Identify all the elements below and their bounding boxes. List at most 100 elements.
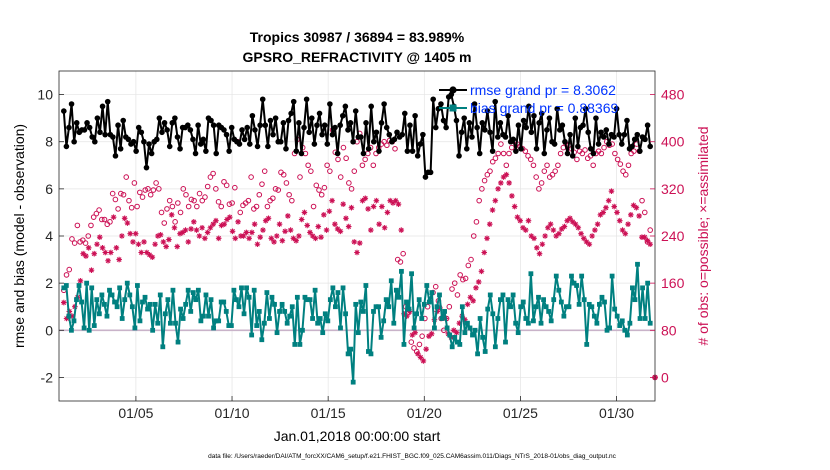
assimilated-count-point — [99, 244, 106, 251]
possible-count-point — [63, 272, 70, 278]
possible-count-point — [180, 186, 187, 192]
bias-point — [513, 320, 519, 326]
assimilated-count-point — [520, 224, 526, 231]
bias-point — [647, 320, 653, 326]
rmse-point — [148, 150, 155, 157]
possible-count-point — [489, 158, 496, 165]
assimilated-count-point — [506, 180, 512, 186]
possible-count-point — [500, 150, 507, 157]
bias-point — [597, 301, 602, 307]
bias-point — [386, 304, 392, 310]
assimilated-count-point — [152, 241, 158, 248]
rmse-point — [376, 148, 382, 154]
assimilated-count-point — [475, 279, 482, 285]
bias-point — [505, 297, 511, 303]
bias-point — [444, 325, 450, 331]
possible-count-point — [384, 142, 390, 149]
assimilated-count-point — [509, 193, 515, 199]
bias-point — [536, 294, 541, 300]
bias-point — [533, 304, 539, 310]
assimilated-count-point — [174, 243, 181, 250]
possible-count-point — [625, 162, 632, 169]
possible-count-point — [169, 203, 176, 210]
possible-count-point — [183, 191, 189, 198]
assimilated-count-point — [387, 197, 393, 204]
possible-count-point — [128, 204, 135, 211]
assimilated-count-point — [334, 226, 341, 232]
rmse-point — [562, 138, 568, 145]
assimilated-count-point — [503, 171, 510, 178]
assimilated-count-point — [390, 200, 396, 206]
possible-count-point — [432, 283, 439, 290]
possible-count-point — [256, 191, 263, 198]
rmse-point — [458, 129, 465, 136]
possible-count-point — [527, 156, 534, 163]
bias-point — [607, 325, 612, 331]
rmse-point — [84, 120, 90, 126]
possible-count-point — [465, 262, 472, 269]
assimilated-count-point — [307, 229, 313, 236]
rmse-point — [63, 143, 70, 150]
assimilated-count-point — [285, 213, 291, 219]
rmse-point — [277, 138, 284, 145]
bias-point — [162, 311, 168, 317]
rmse-point — [595, 141, 602, 147]
rmse-point — [319, 131, 325, 138]
bias-point — [269, 294, 275, 300]
rmse-point — [257, 122, 263, 129]
possible-count-point — [305, 162, 311, 169]
rmse-point — [541, 150, 548, 157]
bias-point — [317, 316, 323, 321]
x-tick-label: 01/10 — [215, 405, 250, 421]
assimilated-count-point — [130, 239, 136, 245]
possible-count-point — [88, 222, 94, 229]
possible-count-point — [617, 161, 624, 167]
rmse-point — [213, 150, 220, 157]
assimilated-count-point — [365, 206, 371, 212]
assimilated-count-point — [224, 216, 230, 223]
possible-count-point — [115, 206, 121, 212]
bias-point — [61, 285, 67, 291]
bias-point — [508, 304, 513, 310]
rmse-point — [104, 98, 111, 105]
bias-point — [302, 294, 308, 300]
assimilated-count-point — [108, 249, 114, 256]
assimilated-count-point — [215, 235, 222, 242]
right-y-axis: 0 80 160 240 320 400 480 — [650, 87, 685, 385]
rmse-point — [288, 110, 294, 117]
right-y-tick-label: 400 — [661, 134, 685, 150]
assimilated-count-point — [304, 222, 311, 229]
bias-point — [259, 337, 265, 343]
bias-point — [305, 297, 310, 303]
assimilated-count-point — [362, 195, 369, 202]
rmse-point — [94, 115, 101, 121]
bias-point — [71, 318, 77, 324]
assimilated-count-point — [226, 214, 233, 220]
bias-point — [490, 311, 496, 317]
rmse-point — [249, 112, 256, 119]
rmse-point — [417, 141, 424, 147]
bias-point — [140, 299, 145, 305]
assimilated-count-point — [600, 209, 606, 216]
bias-point — [470, 332, 475, 338]
assimilated-count-point — [395, 201, 402, 207]
possible-count-point — [139, 194, 146, 200]
assimilated-count-point — [177, 230, 183, 237]
possible-count-point — [316, 187, 322, 193]
bias-point — [393, 287, 399, 293]
bias-point — [553, 273, 559, 279]
assimilated-count-point — [423, 346, 429, 352]
rmse-point — [502, 134, 509, 140]
rmse-point — [89, 134, 96, 140]
assimilated-count-point — [550, 227, 557, 233]
legend-rmse-marker — [449, 86, 457, 94]
bias-point — [558, 299, 564, 305]
possible-count-point — [462, 275, 469, 282]
rmse-point — [246, 141, 253, 147]
assimilated-count-point — [525, 217, 532, 224]
assimilated-count-point — [207, 224, 214, 231]
bias-point — [546, 309, 552, 314]
rmse-point — [466, 120, 473, 126]
bias-point — [467, 325, 473, 331]
rmse-point — [476, 150, 483, 157]
